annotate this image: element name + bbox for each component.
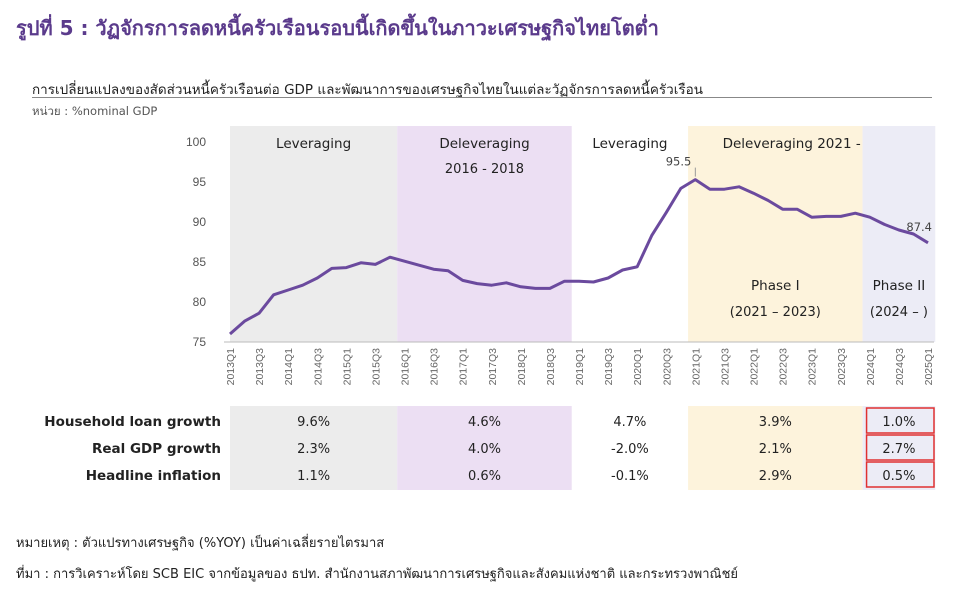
figure-title: รูปที่ 5 : วัฏจักรการลดหนี้ครัวเรือนรอบน… — [16, 16, 659, 40]
x-tick-label: 2021Q3 — [719, 348, 731, 386]
y-tick-label: 85 — [193, 255, 207, 269]
period-label-2: Leveraging — [592, 136, 667, 152]
table-cell: 1.0% — [882, 415, 915, 430]
period-band-3 — [688, 126, 863, 342]
table-cell: 2.3% — [297, 442, 330, 457]
y-tick-label: 80 — [193, 295, 207, 309]
household-debt-line — [229, 178, 929, 336]
x-tick-label: 2020Q1 — [632, 348, 644, 386]
x-tick-label: 2016Q1 — [400, 348, 412, 386]
x-tick-label: 2025Q1 — [923, 348, 935, 386]
table-cell: 3.9% — [759, 415, 792, 430]
deleveraging-2021-label: Deleveraging 2021 - — [723, 136, 861, 152]
table-cell: 0.5% — [882, 469, 915, 484]
y-tick-label: 100 — [186, 135, 206, 149]
table-highlight-cell — [865, 434, 935, 461]
x-tick-label: 2024Q1 — [865, 348, 877, 386]
table-cell: 4.7% — [613, 415, 646, 430]
x-tick-label: 2022Q1 — [749, 348, 761, 386]
footnote-source: ที่มา : การวิเคราะห์โดย SCB EIC จากข้อมู… — [16, 567, 739, 582]
table-row-label: Real GDP growth — [92, 441, 221, 457]
table-row-label: Household loan growth — [44, 414, 221, 430]
annotation-label: 95.5 — [666, 155, 692, 169]
table-cell: -0.1% — [611, 469, 649, 484]
table-band-1 — [397, 406, 572, 490]
x-tick-label: 2024Q3 — [894, 348, 906, 386]
table-cell: 9.6% — [297, 415, 330, 430]
y-tick-label: 75 — [193, 335, 207, 349]
period-sublabel-4: (2024 – ) — [870, 305, 928, 320]
table-band-4 — [862, 406, 936, 490]
x-tick-label: 2014Q1 — [283, 348, 295, 386]
x-tick-label: 2013Q3 — [254, 348, 266, 386]
y-tick-label: 95 — [193, 175, 207, 189]
annotation-label: 87.4 — [906, 220, 932, 234]
x-tick-label: 2021Q1 — [690, 348, 702, 386]
period-label-4: Phase II — [873, 278, 926, 294]
period-label-1: Deleveraging — [439, 136, 529, 152]
x-tick-label: 2017Q1 — [458, 348, 470, 386]
period-sublabel-1: 2016 - 2018 — [445, 162, 524, 177]
table-band-3 — [688, 406, 863, 490]
table-cell: 0.6% — [468, 469, 501, 484]
table-cell: 1.1% — [297, 469, 330, 484]
x-tick-label: 2023Q3 — [836, 348, 848, 386]
x-tick-label: 2018Q1 — [516, 348, 528, 386]
x-tick-label: 2017Q3 — [487, 348, 499, 386]
x-tick-label: 2013Q1 — [225, 348, 237, 386]
x-tick-label: 2014Q3 — [312, 348, 324, 386]
table-highlight-cell — [865, 461, 935, 488]
period-sublabel-3: (2021 – 2023) — [730, 305, 821, 320]
x-tick-label: 2016Q3 — [429, 348, 441, 386]
table-highlight-cell — [865, 407, 935, 434]
unit-label: หน่วย : %nominal GDP — [32, 104, 158, 118]
table-cell: 2.9% — [759, 469, 792, 484]
chart-subtitle: การเปลี่ยนแปลงของสัดส่วนหนี้ครัวเรือนต่อ… — [32, 82, 703, 98]
period-label-3: Phase I — [751, 278, 800, 294]
x-tick-label: 2019Q1 — [574, 348, 586, 386]
subtitle-divider — [32, 97, 932, 98]
table-band-0 — [230, 406, 398, 490]
period-band-4 — [862, 126, 936, 342]
period-label-0: Leveraging — [276, 136, 351, 152]
x-tick-label: 2015Q1 — [341, 348, 353, 386]
y-tick-label: 90 — [193, 215, 207, 229]
x-tick-label: 2018Q3 — [545, 348, 557, 386]
table-cell: 2.1% — [759, 442, 792, 457]
x-tick-label: 2020Q3 — [661, 348, 673, 386]
period-band-0 — [230, 126, 398, 342]
footnote-note: หมายเหตุ : ตัวแปรทางเศรษฐกิจ (%YOY) เป็น… — [16, 536, 385, 551]
table-cell: -2.0% — [611, 442, 649, 457]
x-tick-label: 2022Q3 — [778, 348, 790, 386]
x-tick-label: 2015Q3 — [370, 348, 382, 386]
period-band-1 — [397, 126, 572, 342]
x-tick-label: 2019Q3 — [603, 348, 615, 386]
table-cell: 4.6% — [468, 415, 501, 430]
x-tick-label: 2023Q1 — [807, 348, 819, 386]
table-cell: 2.7% — [882, 442, 915, 457]
table-cell: 4.0% — [468, 442, 501, 457]
table-row-label: Headline inflation — [86, 468, 221, 484]
